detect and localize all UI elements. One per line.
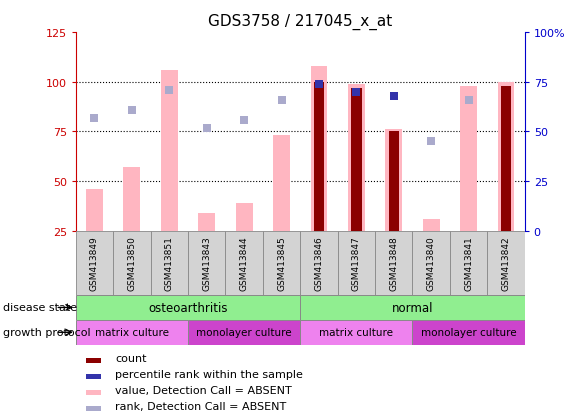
Bar xyxy=(501,87,511,231)
Text: GSM413842: GSM413842 xyxy=(501,236,511,290)
Bar xyxy=(188,320,300,345)
Bar xyxy=(351,88,361,231)
Text: GSM413847: GSM413847 xyxy=(352,236,361,291)
Bar xyxy=(150,231,188,295)
Bar xyxy=(188,231,226,295)
Title: GDS3758 / 217045_x_at: GDS3758 / 217045_x_at xyxy=(208,14,392,30)
Point xyxy=(277,97,286,104)
Bar xyxy=(423,219,440,231)
Point xyxy=(164,87,174,94)
Bar xyxy=(487,231,525,295)
Bar xyxy=(311,67,328,231)
Bar xyxy=(413,320,525,345)
Bar xyxy=(300,231,338,295)
Bar xyxy=(86,190,103,231)
Bar xyxy=(497,83,514,231)
Text: monolayer culture: monolayer culture xyxy=(196,328,292,337)
Point xyxy=(314,81,324,88)
Text: matrix culture: matrix culture xyxy=(319,328,394,337)
Bar xyxy=(460,87,477,231)
Bar xyxy=(226,231,263,295)
Bar xyxy=(338,231,375,295)
Point xyxy=(427,139,436,145)
Bar xyxy=(300,320,412,345)
Bar xyxy=(76,295,300,320)
Text: GSM413840: GSM413840 xyxy=(427,236,436,291)
Bar xyxy=(124,168,141,231)
Text: matrix culture: matrix culture xyxy=(95,328,169,337)
Text: GSM413843: GSM413843 xyxy=(202,236,211,291)
Bar xyxy=(86,358,101,363)
Point xyxy=(90,115,99,121)
Bar xyxy=(113,231,150,295)
Point xyxy=(352,89,361,96)
Bar xyxy=(236,204,252,231)
Bar xyxy=(273,136,290,231)
Text: normal: normal xyxy=(392,301,433,314)
Bar xyxy=(86,390,101,395)
Text: count: count xyxy=(115,353,147,363)
Bar xyxy=(385,130,402,231)
Text: growth protocol: growth protocol xyxy=(3,328,90,337)
Bar xyxy=(388,132,399,231)
Bar xyxy=(76,231,113,295)
Text: GSM413851: GSM413851 xyxy=(165,236,174,291)
Bar xyxy=(412,231,450,295)
Point xyxy=(127,107,136,114)
Text: GSM413846: GSM413846 xyxy=(314,236,324,291)
Bar xyxy=(86,406,101,411)
Bar xyxy=(76,320,188,345)
Text: GSM413841: GSM413841 xyxy=(464,236,473,291)
Text: osteoarthritis: osteoarthritis xyxy=(148,301,228,314)
Text: monolayer culture: monolayer culture xyxy=(421,328,517,337)
Point xyxy=(202,125,212,131)
Bar xyxy=(450,231,487,295)
Text: disease state: disease state xyxy=(3,303,77,313)
Point xyxy=(464,97,473,104)
Text: rank, Detection Call = ABSENT: rank, Detection Call = ABSENT xyxy=(115,401,287,411)
Bar xyxy=(348,85,365,231)
Bar xyxy=(198,214,215,231)
Text: GSM413844: GSM413844 xyxy=(240,236,248,290)
Text: percentile rank within the sample: percentile rank within the sample xyxy=(115,369,303,379)
Text: GSM413850: GSM413850 xyxy=(128,236,136,291)
Bar xyxy=(375,231,412,295)
Text: GSM413849: GSM413849 xyxy=(90,236,99,291)
Point xyxy=(389,93,398,100)
Bar xyxy=(314,83,324,231)
Text: GSM413848: GSM413848 xyxy=(389,236,398,291)
Point xyxy=(240,117,249,123)
Text: GSM413845: GSM413845 xyxy=(277,236,286,291)
Bar xyxy=(86,374,101,379)
Bar xyxy=(263,231,300,295)
Bar xyxy=(300,295,525,320)
Bar xyxy=(161,71,178,231)
Text: value, Detection Call = ABSENT: value, Detection Call = ABSENT xyxy=(115,385,292,395)
